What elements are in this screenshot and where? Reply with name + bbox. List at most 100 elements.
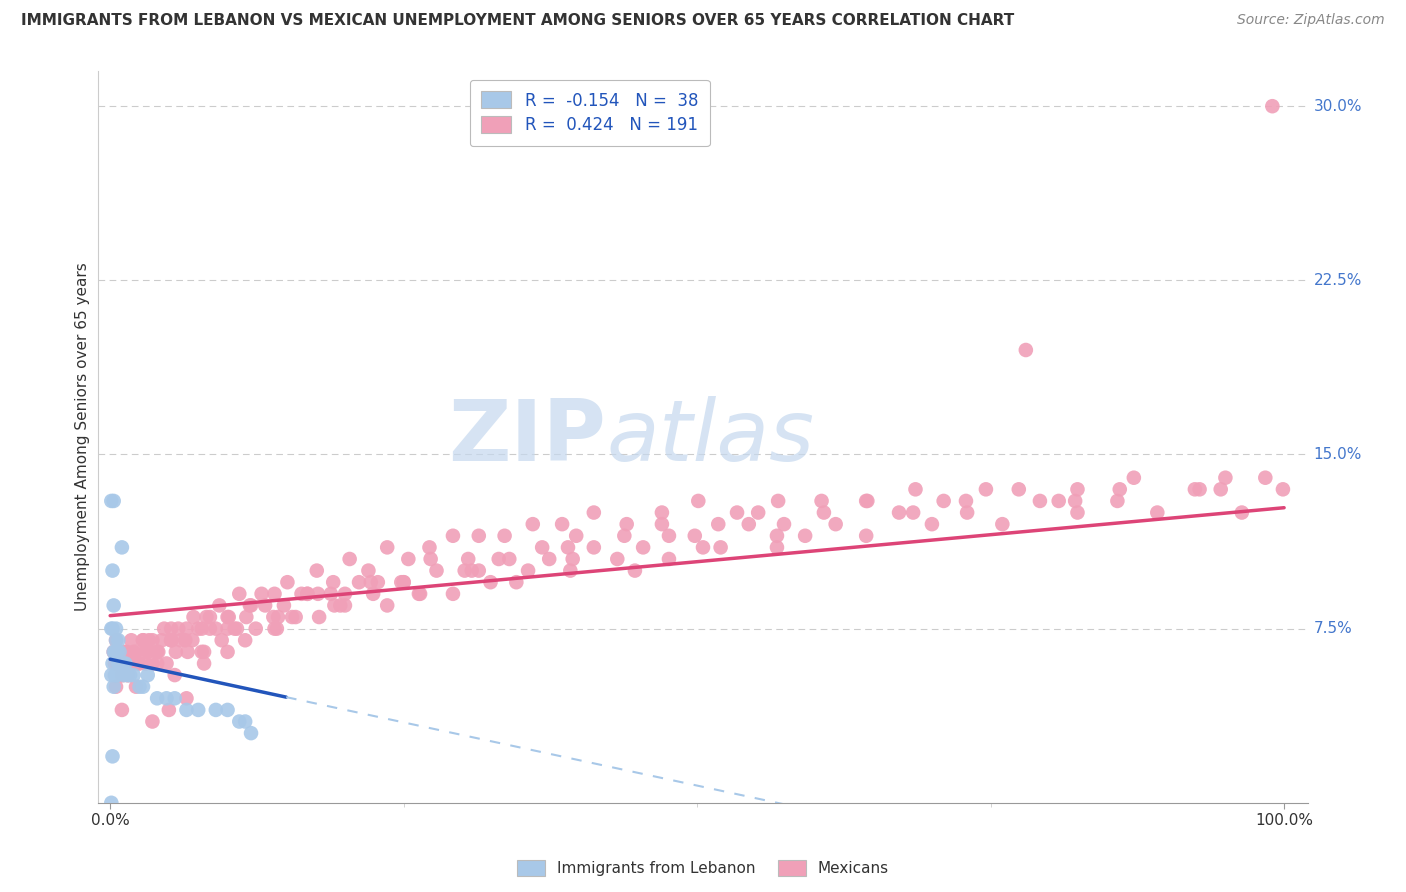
Point (824, 517, 846, 532)
Point (339, 552, 361, 566)
Point (125, 680, 148, 694)
Point (441, 587, 464, 601)
Point (1108, 483, 1130, 497)
Point (110, 657, 132, 671)
Point (297, 587, 319, 601)
Point (1008, 483, 1031, 497)
Point (111, 668, 134, 682)
Point (198, 610, 221, 624)
Point (176, 645, 198, 659)
Point (183, 610, 205, 624)
Point (120, 668, 142, 682)
Point (122, 668, 145, 682)
Point (153, 622, 176, 636)
Point (457, 552, 479, 566)
Point (150, 633, 173, 648)
Point (132, 633, 155, 648)
Point (105, 668, 128, 682)
Point (794, 529, 817, 543)
Point (157, 703, 180, 717)
Legend: Immigrants from Lebanon, Mexicans: Immigrants from Lebanon, Mexicans (510, 855, 896, 882)
Point (1209, 483, 1232, 497)
Point (710, 541, 733, 555)
Point (461, 564, 484, 578)
Point (1184, 483, 1206, 497)
Point (117, 668, 139, 682)
Point (322, 575, 344, 590)
Point (956, 506, 979, 520)
Point (1261, 99, 1284, 113)
Point (127, 657, 149, 671)
Point (357, 564, 380, 578)
Point (766, 529, 789, 543)
Point (190, 645, 212, 659)
Point (141, 714, 163, 729)
Point (108, 645, 131, 659)
Point (494, 529, 516, 543)
Point (522, 517, 544, 532)
Point (921, 517, 943, 532)
Point (181, 633, 204, 648)
Point (323, 599, 346, 613)
Point (250, 587, 273, 601)
Point (122, 645, 145, 659)
Point (389, 575, 412, 590)
Point (101, 657, 124, 671)
Point (101, 622, 124, 636)
Point (105, 633, 128, 648)
Point (766, 494, 789, 508)
Point (418, 541, 440, 555)
Point (235, 610, 257, 624)
Point (233, 633, 256, 648)
Point (239, 599, 262, 613)
Point (631, 541, 654, 555)
Point (115, 645, 138, 659)
Point (276, 575, 298, 590)
Point (658, 529, 681, 543)
Point (228, 587, 250, 601)
Point (245, 622, 267, 636)
Point (117, 668, 139, 682)
Point (204, 703, 226, 717)
Point (613, 529, 636, 543)
Point (155, 691, 177, 706)
Point (240, 726, 263, 740)
Point (408, 587, 430, 601)
Point (1146, 506, 1168, 520)
Point (254, 599, 277, 613)
Point (107, 657, 129, 671)
Point (208, 599, 231, 613)
Point (267, 610, 290, 624)
Point (651, 517, 673, 532)
Point (176, 622, 198, 636)
Point (707, 517, 730, 532)
Point (138, 633, 160, 648)
Point (176, 703, 198, 717)
Point (425, 564, 447, 578)
Point (538, 552, 561, 566)
Point (810, 494, 832, 508)
Point (195, 610, 218, 624)
Point (855, 494, 877, 508)
Point (114, 657, 136, 671)
Point (128, 657, 150, 671)
Point (974, 483, 997, 497)
Point (531, 541, 554, 555)
Point (103, 645, 125, 659)
Point (217, 645, 239, 659)
Point (103, 645, 125, 659)
Y-axis label: Unemployment Among Seniors over 65 years: Unemployment Among Seniors over 65 years (75, 263, 90, 611)
Point (105, 633, 128, 648)
Point (606, 552, 628, 566)
Text: Source: ZipAtlas.com: Source: ZipAtlas.com (1237, 13, 1385, 28)
Point (100, 494, 122, 508)
Point (146, 657, 169, 671)
Point (111, 541, 134, 555)
Point (887, 506, 910, 520)
Point (284, 610, 307, 624)
Point (103, 680, 125, 694)
Point (1122, 471, 1144, 485)
Point (112, 668, 135, 682)
Point (766, 541, 789, 555)
Point (1029, 494, 1052, 508)
